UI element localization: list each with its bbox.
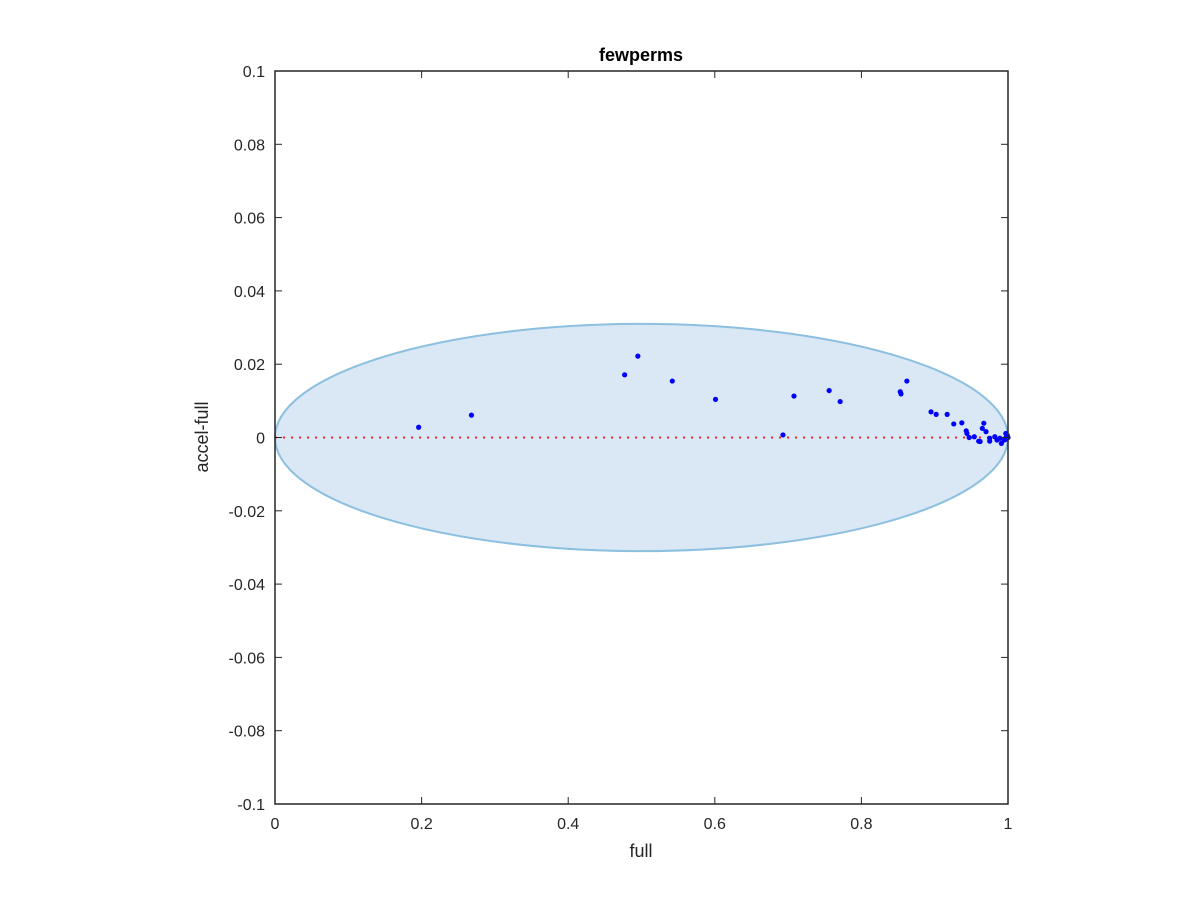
data-point — [959, 420, 965, 426]
data-point — [669, 378, 675, 384]
x-tick-label: 1 — [1004, 816, 1013, 833]
data-point — [928, 409, 934, 415]
y-tick-label: 0.1 — [243, 64, 265, 81]
x-tick-label: 0.2 — [410, 816, 432, 833]
x-tick-label: 0.6 — [704, 816, 726, 833]
data-point — [712, 396, 719, 402]
y-tick-label: 0.02 — [234, 357, 265, 374]
data-point — [826, 387, 832, 394]
data-point — [964, 430, 970, 437]
y-tick-label: 0 — [256, 431, 265, 448]
y-axis-label: accel-full — [192, 401, 212, 472]
data-point — [997, 435, 1003, 441]
y-tick-label: -0.02 — [229, 504, 266, 521]
y-tick-label: 0.04 — [234, 284, 265, 301]
x-tick-label: 0.4 — [557, 816, 579, 833]
data-point — [933, 411, 939, 418]
y-tick-label: -0.04 — [229, 577, 266, 594]
y-tick-label: -0.1 — [237, 797, 265, 814]
chart-title: fewperms — [599, 45, 683, 65]
x-axis-label: full — [629, 841, 652, 861]
data-point — [416, 424, 422, 430]
data-point — [966, 434, 972, 441]
y-tick-label: 0.06 — [234, 211, 265, 228]
data-point — [981, 420, 987, 426]
data-point — [944, 411, 950, 418]
data-point — [898, 391, 904, 397]
data-point — [622, 372, 628, 378]
x-tick-label: 0.8 — [850, 816, 872, 833]
y-tick-label: -0.06 — [229, 650, 266, 667]
data-point — [780, 432, 786, 438]
data-point — [951, 421, 957, 427]
data-point — [791, 393, 797, 399]
y-tick-label: -0.08 — [229, 724, 266, 741]
confidence-ellipse — [274, 322, 1009, 553]
data-point — [987, 438, 993, 444]
data-point — [468, 412, 475, 418]
data-point — [635, 353, 641, 359]
data-point — [979, 425, 985, 431]
data-point — [983, 429, 989, 435]
y-tick-label: 0.08 — [234, 137, 265, 154]
x-tick-label: 0 — [271, 816, 280, 833]
data-point — [971, 434, 977, 440]
data-point — [837, 398, 843, 405]
data-point — [904, 378, 910, 384]
data-point — [977, 438, 983, 445]
